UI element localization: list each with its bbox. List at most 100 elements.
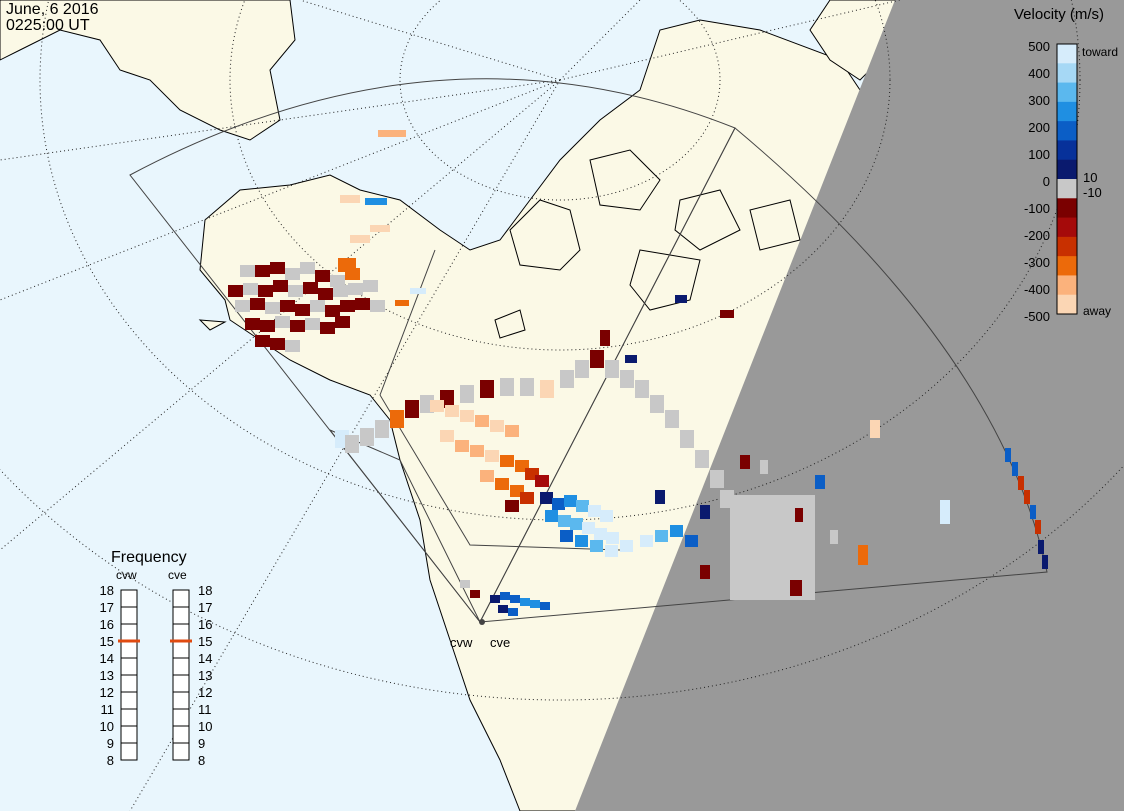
colorbar-segment — [1057, 294, 1077, 315]
range-cell — [625, 355, 637, 363]
freq-tick-label-left: 13 — [99, 668, 114, 683]
freq-tick-label-left: 17 — [99, 600, 114, 615]
freq-radar-label-cvw: cvw — [116, 568, 137, 582]
velocity-scale-title: Velocity (m/s) — [1014, 6, 1105, 23]
range-cell — [575, 535, 588, 547]
range-cell — [552, 498, 565, 510]
colorbar-segment — [1057, 101, 1077, 122]
range-cell — [265, 302, 280, 314]
range-cell — [445, 405, 459, 417]
velocity-tick-label: 200 — [1028, 120, 1050, 135]
range-cell — [285, 340, 300, 352]
range-cell — [594, 528, 607, 540]
range-cell — [1038, 540, 1044, 554]
range-cell — [510, 595, 520, 603]
freq-tick-label-right: 17 — [198, 600, 213, 615]
freq-tick-label-right: 10 — [198, 719, 213, 734]
range-cell — [255, 335, 270, 347]
away-label: away — [1083, 304, 1112, 318]
range-cell — [303, 282, 318, 294]
range-cell — [355, 298, 370, 310]
site-label-cve: cve — [490, 635, 511, 650]
range-cell — [540, 380, 554, 398]
range-cell — [500, 592, 510, 600]
range-cell — [605, 360, 619, 378]
range-cell — [470, 590, 480, 598]
range-cell — [760, 520, 790, 560]
velocity-tick-label: 0 — [1042, 174, 1050, 189]
radar-site-marker — [479, 619, 485, 625]
freq-tick-label-left: 8 — [106, 753, 114, 768]
range-cell — [350, 235, 370, 243]
range-cell — [940, 500, 950, 524]
colorbar-segment — [1057, 198, 1077, 219]
frequency-title: Frequency — [111, 549, 187, 566]
velocity-tick-label: 300 — [1028, 93, 1050, 108]
range-cell — [858, 545, 868, 565]
range-cell — [495, 478, 509, 490]
range-cell — [290, 320, 305, 332]
range-cell — [498, 605, 508, 613]
freq-tick-label-left: 9 — [106, 736, 114, 751]
range-cell — [245, 318, 260, 330]
range-cell — [790, 580, 802, 596]
velocity-colorbar — [1056, 43, 1078, 315]
range-cell — [1042, 555, 1048, 569]
time-label: 0225:00 UT — [6, 17, 90, 34]
range-cell — [600, 330, 610, 346]
range-cell — [635, 380, 649, 398]
range-cell — [480, 470, 494, 482]
range-cell — [720, 310, 734, 318]
range-cell — [378, 130, 406, 137]
freq-tick-label-left: 15 — [99, 634, 114, 649]
colorbar-segment — [1057, 63, 1077, 84]
range-cell — [270, 262, 285, 274]
range-cell — [375, 420, 389, 438]
freq-tick-label-right: 11 — [198, 702, 212, 717]
range-cell — [240, 265, 255, 277]
range-cell — [560, 530, 573, 542]
colorbar-segment — [1057, 159, 1077, 180]
velocity-tick-label: 10 — [1083, 170, 1098, 185]
range-cell — [740, 455, 750, 469]
freq-tick-label-right: 15 — [198, 634, 213, 649]
velocity-scatter — [228, 130, 1048, 616]
velocity-tick-label: 400 — [1028, 66, 1050, 81]
range-cell — [700, 505, 710, 519]
range-cell — [695, 450, 709, 468]
velocity-tick-label: 500 — [1028, 39, 1050, 54]
range-cell — [505, 500, 519, 512]
range-cell — [430, 400, 444, 412]
range-cell — [320, 322, 335, 334]
range-cell — [258, 285, 273, 297]
range-cell — [333, 285, 348, 297]
range-cell — [675, 295, 687, 303]
colorbar-segment — [1057, 121, 1077, 141]
range-cell — [228, 285, 243, 297]
range-cell — [575, 360, 589, 378]
velocity-tick-label: -100 — [1023, 201, 1050, 216]
velocity-tick-label: -500 — [1023, 309, 1050, 324]
range-cell — [348, 283, 363, 295]
range-cell — [275, 316, 290, 328]
range-cell — [570, 518, 583, 530]
range-cell — [685, 535, 698, 547]
colorbar-segment — [1057, 140, 1077, 161]
range-cell — [620, 370, 634, 388]
range-cell — [365, 198, 387, 205]
colorbar-segment — [1057, 217, 1077, 238]
range-cell — [363, 280, 378, 292]
range-cell — [655, 530, 668, 542]
range-cell — [235, 300, 250, 312]
range-cell — [295, 304, 310, 316]
velocity-tick-label: -200 — [1023, 228, 1050, 243]
range-cell — [576, 500, 589, 512]
freq-tick-label-right: 12 — [198, 685, 213, 700]
range-cell — [500, 378, 514, 396]
timestamp: June, 6 2016 0225:00 UT — [6, 2, 99, 34]
freq-tick-label-left: 10 — [99, 719, 114, 734]
range-cell — [700, 565, 710, 579]
range-cell — [360, 428, 374, 446]
range-cell — [680, 430, 694, 448]
velocity-tick-label: -10 — [1083, 185, 1102, 200]
